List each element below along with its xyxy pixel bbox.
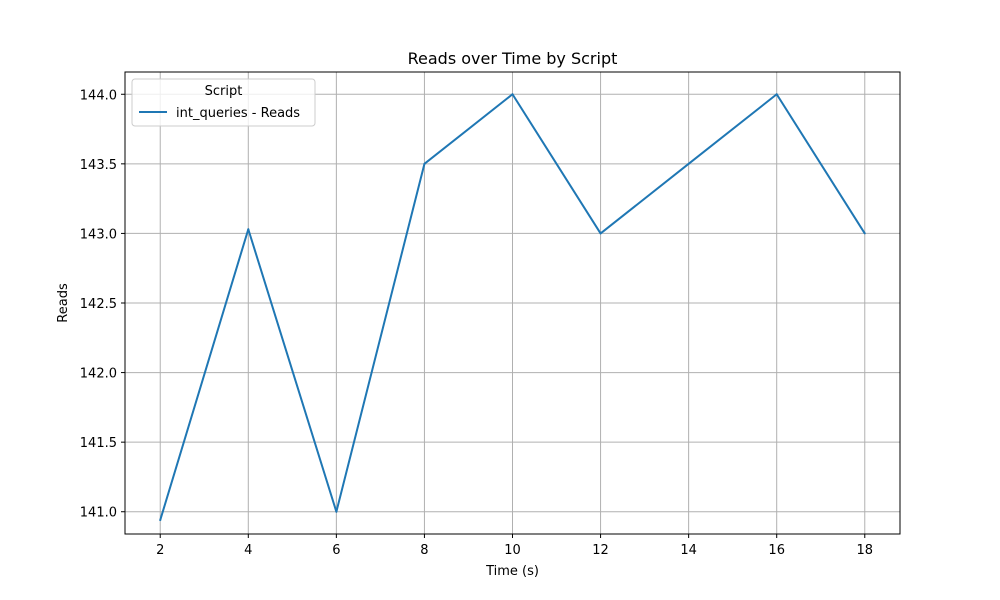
x-tick-label: 2 — [156, 543, 164, 558]
x-tick-label: 14 — [680, 543, 697, 558]
data-point — [863, 232, 866, 235]
y-tick-label: 143.5 — [80, 158, 117, 173]
y-tick-label: 144.0 — [80, 88, 117, 103]
y-tick-label: 142.0 — [80, 367, 117, 382]
y-tick-label: 142.5 — [80, 297, 117, 312]
legend: Script int_queries - Reads — [131, 78, 316, 127]
grid-lines — [125, 72, 900, 534]
x-tick-label: 16 — [768, 543, 785, 558]
x-tick-label: 12 — [592, 543, 609, 558]
x-tick-label: 8 — [420, 543, 428, 558]
data-point — [775, 93, 778, 96]
legend-title: Script — [205, 84, 243, 99]
x-axis-title: Time (s) — [485, 564, 539, 579]
y-tick-label: 143.0 — [80, 227, 117, 242]
data-point — [687, 162, 690, 165]
y-tick-label: 141.5 — [80, 436, 117, 451]
x-tick-label: 4 — [244, 543, 252, 558]
chart-title: Reads over Time by Script — [408, 49, 618, 68]
data-point — [511, 93, 514, 96]
data-point — [159, 519, 162, 522]
data-point — [599, 232, 602, 235]
y-tick-label: 141.0 — [80, 506, 117, 521]
x-tick-label: 10 — [504, 543, 521, 558]
data-point — [423, 162, 426, 165]
data-point — [247, 228, 250, 231]
legend-box — [131, 78, 316, 127]
legend-label-int-queries: int_queries - Reads — [176, 106, 300, 121]
x-tick-label: 18 — [856, 543, 873, 558]
series-lines — [159, 93, 866, 522]
data-point — [335, 510, 338, 513]
y-axis-title: Reads — [56, 283, 71, 323]
axis-ticks: 2 4 6 8 10 12 14 16 18 141.0 141.5 142.0 142.5 143.0 1… — [80, 88, 873, 558]
x-tick-label: 6 — [332, 543, 340, 558]
